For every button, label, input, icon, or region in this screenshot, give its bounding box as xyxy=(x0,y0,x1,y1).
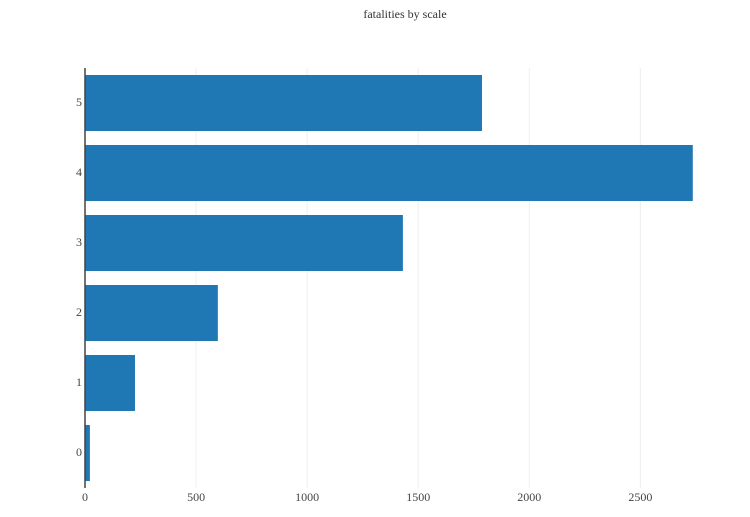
bar xyxy=(85,215,403,271)
bar xyxy=(85,425,90,481)
y-tick-label: 3 xyxy=(76,235,82,249)
y-tick-label: 5 xyxy=(76,95,82,109)
x-tick-label: 0 xyxy=(82,490,88,504)
x-tick-label: 2000 xyxy=(517,490,541,504)
bar xyxy=(85,145,693,201)
x-tick-label: 2500 xyxy=(628,490,652,504)
bar xyxy=(85,75,482,131)
chart-title: fatalities by scale xyxy=(363,7,446,21)
x-tick-label: 1500 xyxy=(406,490,430,504)
x-tick-label: 500 xyxy=(187,490,205,504)
x-tick-label: 1000 xyxy=(295,490,319,504)
y-tick-label: 2 xyxy=(76,305,82,319)
bar xyxy=(85,285,218,341)
y-tick-label: 4 xyxy=(76,165,82,179)
bar xyxy=(85,355,135,411)
y-tick-label: 1 xyxy=(76,375,82,389)
y-tick-label: 0 xyxy=(76,445,82,459)
